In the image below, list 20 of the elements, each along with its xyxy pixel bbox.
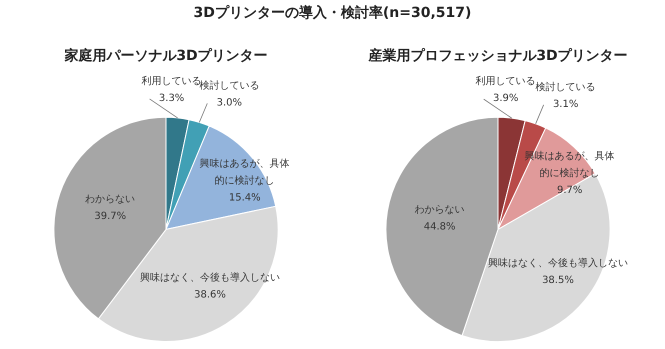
data-label: 44.8% (424, 222, 456, 233)
slice-label: 利用している (476, 75, 536, 88)
slice-label: 興味はなく、今後も導入しない (140, 271, 280, 284)
data-label: 9.7% (556, 184, 582, 196)
text: 3Dプリンターの導入・検討率(n=30,517) (192, 4, 472, 22)
slice-label: 検討している (199, 79, 260, 92)
slice-label: 検討している (536, 80, 596, 93)
data-label: 38.6% (194, 289, 226, 300)
data-label: 38.5% (542, 275, 574, 286)
data-label: 39.7% (94, 211, 126, 222)
chart-title: 産業用プロフェッショナル3Dプリンター (367, 47, 628, 64)
slice-label: わからない (414, 204, 465, 216)
slice-label: わからない (85, 194, 136, 206)
data-label: 15.4% (228, 192, 261, 204)
data-label: 3.3% (158, 92, 184, 104)
data-label: 3.0% (216, 97, 242, 108)
data-label: 3.1% (552, 98, 578, 110)
data-label: 3.9% (492, 93, 518, 104)
slice-label: 興味はなく、今後も導入しない (488, 257, 628, 270)
chart-title: 家庭用パーソナル3Dプリンター (63, 47, 268, 64)
